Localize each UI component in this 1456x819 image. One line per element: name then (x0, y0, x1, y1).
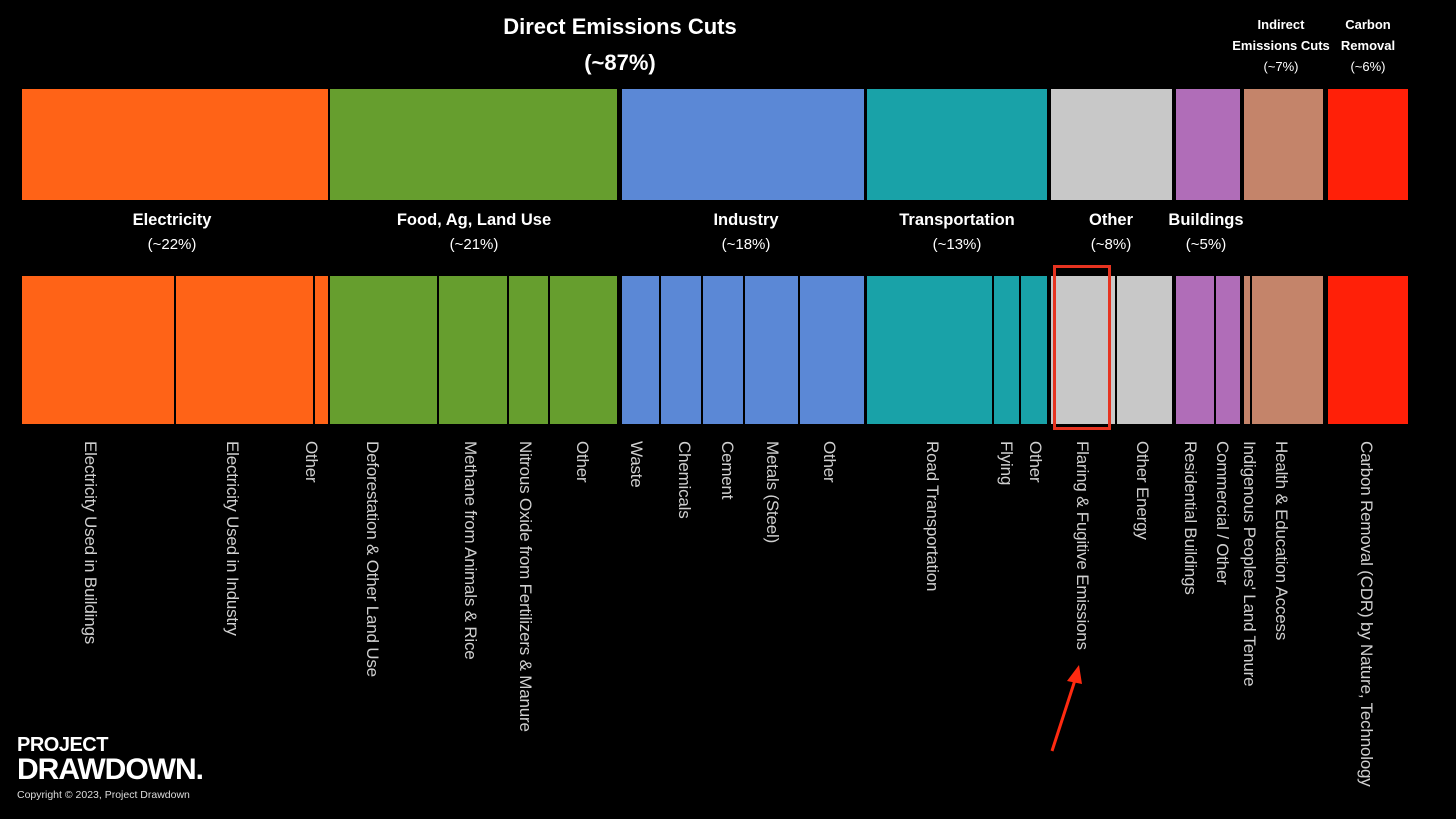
subcategory-label-electricity-1: Electricity Used in Industry (223, 441, 242, 636)
segment-divider-electricity-1 (313, 276, 315, 424)
subcategory-label-food-1: Methane from Animals & Rice (461, 441, 480, 660)
indirect-cuts-title-line1: Indirect (1257, 17, 1305, 32)
subcategory-label-indirect-1: Health & Education Access (1272, 441, 1291, 641)
category-pct-food: (~21%) (449, 236, 499, 253)
segment-divider-other-0 (1115, 276, 1117, 424)
segment-divider-industry-3 (798, 276, 800, 424)
direct-cuts-pct: (~87%) (584, 50, 656, 75)
top-bar-industry (622, 89, 864, 200)
category-title-electricity: Electricity (132, 211, 212, 229)
segment-divider-transportation-1 (1019, 276, 1021, 424)
category-pct-industry: (~18%) (721, 236, 771, 253)
subcategory-label-electricity-0: Electricity Used in Buildings (81, 441, 100, 645)
logo-line2: DRAWDOWN. (17, 753, 204, 786)
segment-divider-buildings-0 (1214, 276, 1216, 424)
bottom-bar-food (330, 276, 617, 424)
logo-line1: PROJECT (17, 734, 108, 756)
category-pct-buildings: (~5%) (1185, 236, 1227, 253)
segment-divider-industry-2 (743, 276, 745, 424)
category-title-transportation: Transportation (899, 211, 1015, 229)
top-bar-buildings (1176, 89, 1240, 200)
segment-divider-food-2 (548, 276, 550, 424)
subcategory-label-buildings-0: Residential Buildings (1181, 441, 1200, 595)
segment-divider-indirect-0 (1250, 276, 1252, 424)
subcategory-label-industry-4: Other (820, 441, 839, 483)
subcategory-label-electricity-2: Other (302, 441, 321, 483)
subcategory-label-food-3: Other (573, 441, 592, 483)
subcategory-label-food-2: Nitrous Oxide from Fertilizers & Manure (516, 441, 535, 732)
top-bar-removal (1328, 89, 1408, 200)
segment-divider-industry-1 (701, 276, 703, 424)
subcategory-label-industry-3: Metals (Steel) (763, 441, 782, 544)
top-bar-indirect (1244, 89, 1323, 200)
segment-divider-electricity-0 (174, 276, 176, 424)
subcategory-label-other-0: Flaring & Fugitive Emissions (1073, 441, 1092, 650)
segment-divider-transportation-0 (992, 276, 994, 424)
annotation-arrow (1050, 665, 1082, 752)
subcategory-label-buildings-1: Commercial / Other (1213, 441, 1232, 585)
bottom-bar-other (1051, 276, 1172, 424)
subcategory-label-removal-0: Carbon Removal (CDR) by Nature, Technolo… (1357, 441, 1376, 787)
highlight-box (1053, 265, 1111, 430)
subcategory-label-industry-0: Waste (627, 441, 646, 488)
top-bar-other (1051, 89, 1172, 200)
subcategory-label-food-0: Deforestation & Other Land Use (363, 441, 382, 677)
direct-cuts-title: Direct Emissions Cuts (503, 14, 737, 39)
subcategory-label-transportation-1: Flying (997, 441, 1016, 486)
top-bar-electricity (22, 89, 328, 200)
category-title-other: Other (1088, 211, 1133, 229)
subcategory-label-other-1: Other Energy (1133, 441, 1152, 540)
carbon-removal-pct: (~6%) (1350, 59, 1386, 74)
category-pct-other: (~8%) (1090, 236, 1132, 253)
indirect-cuts-title-line2: Emissions Cuts (1232, 38, 1330, 53)
top-bar-food (330, 89, 617, 200)
carbon-removal-title-line2: Removal (1340, 38, 1396, 53)
category-title-industry: Industry (713, 211, 779, 229)
indirect-cuts-pct: (~7%) (1263, 59, 1299, 74)
category-pct-transportation: (~13%) (932, 236, 982, 253)
segment-divider-food-1 (507, 276, 509, 424)
segment-divider-food-0 (437, 276, 439, 424)
subcategory-label-industry-2: Cement (718, 441, 737, 500)
subcategory-label-transportation-2: Other (1026, 441, 1045, 483)
carbon-removal-title-line1: Carbon (1345, 17, 1391, 32)
copyright-text: Copyright © 2023, Project Drawdown (17, 789, 190, 801)
bottom-bar-removal (1328, 276, 1408, 424)
category-pct-electricity: (~22%) (147, 236, 197, 253)
bottom-bar-indirect (1244, 276, 1323, 424)
bottom-bar-transportation (867, 276, 1047, 424)
subcategory-label-indirect-0: Indigenous Peoples' Land Tenure (1240, 441, 1259, 687)
project-drawdown-logo: PROJECT DRAWDOWN. (17, 734, 204, 786)
subcategory-label-industry-1: Chemicals (675, 441, 694, 519)
subcategory-label-transportation-0: Road Transportation (923, 441, 942, 592)
bottom-bar-buildings (1176, 276, 1240, 424)
segment-divider-industry-0 (659, 276, 661, 424)
top-bar-transportation (867, 89, 1047, 200)
category-title-buildings: Buildings (1168, 211, 1244, 229)
category-title-food: Food, Ag, Land Use (396, 211, 552, 229)
